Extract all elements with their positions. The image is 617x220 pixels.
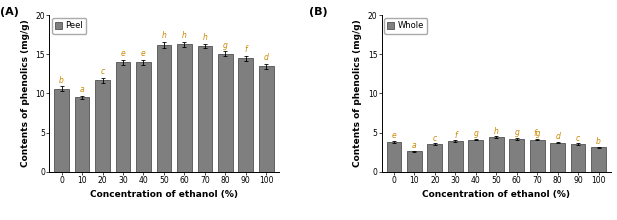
X-axis label: Concentration of ethanol (%): Concentration of ethanol (%) xyxy=(422,190,570,199)
Bar xyxy=(448,141,463,172)
Bar xyxy=(407,151,422,172)
Text: g: g xyxy=(473,129,478,138)
Text: e: e xyxy=(392,131,396,140)
Y-axis label: Contents of phenolics (mg/g): Contents of phenolics (mg/g) xyxy=(21,20,30,167)
Text: h: h xyxy=(182,31,187,40)
Text: d: d xyxy=(264,53,268,62)
Bar xyxy=(136,62,151,172)
Text: f: f xyxy=(244,46,247,54)
Bar xyxy=(489,137,503,172)
Bar xyxy=(75,97,89,172)
Bar xyxy=(115,62,130,172)
Text: b: b xyxy=(596,137,601,146)
Text: b: b xyxy=(59,76,64,85)
X-axis label: Concentration of ethanol (%): Concentration of ethanol (%) xyxy=(90,190,238,199)
Text: h: h xyxy=(162,31,167,40)
Bar xyxy=(530,139,545,172)
Text: c: c xyxy=(101,67,105,76)
Y-axis label: Contents of phenolics (mg/g): Contents of phenolics (mg/g) xyxy=(354,20,362,167)
Text: a: a xyxy=(80,85,85,94)
Bar xyxy=(571,144,586,172)
Legend: Peel: Peel xyxy=(52,18,86,34)
Bar xyxy=(238,58,253,172)
Bar xyxy=(54,89,69,172)
Text: g: g xyxy=(514,128,519,137)
Bar xyxy=(591,147,606,172)
Bar xyxy=(177,44,192,172)
Bar xyxy=(550,143,565,172)
Text: h: h xyxy=(494,126,499,136)
Bar xyxy=(218,54,233,172)
Bar xyxy=(259,66,273,172)
Text: fg: fg xyxy=(534,129,541,138)
Bar xyxy=(197,46,212,172)
Text: e: e xyxy=(121,49,125,58)
Bar xyxy=(95,80,110,172)
Bar xyxy=(157,45,172,172)
Text: c: c xyxy=(433,134,437,143)
Text: (A): (A) xyxy=(0,7,19,16)
Text: g: g xyxy=(223,41,228,50)
Legend: Whole: Whole xyxy=(384,18,427,34)
Text: c: c xyxy=(576,134,580,143)
Bar xyxy=(510,139,524,172)
Bar xyxy=(468,139,483,172)
Text: e: e xyxy=(141,49,146,58)
Text: h: h xyxy=(202,33,207,42)
Bar xyxy=(428,144,442,172)
Text: d: d xyxy=(555,132,560,141)
Text: (B): (B) xyxy=(308,7,327,16)
Text: f: f xyxy=(454,131,457,139)
Bar xyxy=(387,142,401,172)
Text: a: a xyxy=(412,141,416,150)
